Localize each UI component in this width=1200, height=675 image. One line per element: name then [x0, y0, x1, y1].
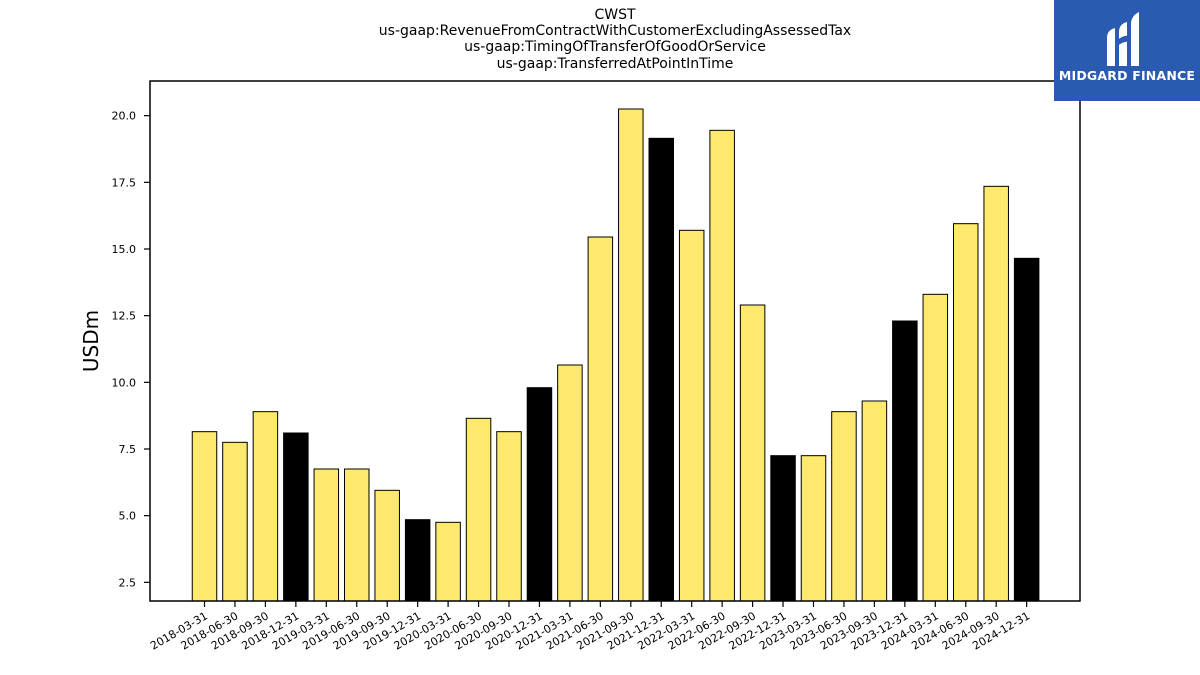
bar-2024-12-31 — [1013, 257, 1040, 602]
bar-2020-06-30 — [465, 417, 492, 602]
bar-2020-03-31 — [435, 521, 461, 602]
bars-group — [191, 108, 1040, 602]
x-axis: 2018-03-312018-06-302018-09-302018-12-31… — [148, 601, 1032, 653]
bar-2023-06-30 — [831, 411, 857, 602]
bar-2021-03-31 — [557, 364, 583, 602]
chart-subtitle-1: us-gaap:RevenueFromContractWithCustomerE… — [378, 23, 852, 39]
y-tick-label: 5.0 — [119, 510, 137, 523]
bar-2022-03-31 — [678, 229, 705, 602]
bar-2021-09-30 — [618, 108, 644, 602]
y-tick-label: 12.5 — [112, 310, 137, 323]
y-tick-label: 10.0 — [112, 376, 137, 389]
bar-2024-03-31 — [922, 293, 949, 602]
bar-2022-09-30 — [739, 304, 766, 602]
y-tick-label: 20.0 — [112, 110, 137, 123]
bar-2021-06-30 — [587, 236, 614, 602]
chart-subtitle-3: us-gaap:TransferredAtPointInTime — [496, 56, 734, 72]
y-tick-label: 7.5 — [119, 443, 137, 456]
bar-2024-09-30 — [983, 185, 1009, 602]
y-tick-label: 2.5 — [119, 576, 137, 589]
y-axis-label: USDm — [79, 310, 103, 372]
bar-2020-09-30 — [496, 431, 522, 602]
bar-2022-12-31 — [770, 455, 796, 602]
logo-mark-icon — [1107, 12, 1139, 66]
chart-subtitle-2: us-gaap:TimingOfTransferOfGoodOrService — [464, 39, 766, 55]
bar-2020-12-31 — [526, 387, 553, 602]
chart-title: CWST — [594, 7, 636, 23]
bar-2019-09-30 — [374, 489, 400, 602]
bar-2023-09-30 — [861, 400, 888, 602]
bar-2018-12-31 — [283, 432, 309, 602]
bar-2019-06-30 — [344, 468, 370, 602]
bar-2019-12-31 — [404, 519, 431, 602]
logo-text: MIDGARD FINANCE — [1058, 68, 1196, 83]
y-tick-label: 17.5 — [112, 176, 137, 189]
bar-2022-06-30 — [709, 129, 735, 602]
brand-logo: MIDGARD FINANCE — [1054, 0, 1200, 101]
bar-2018-03-31 — [191, 431, 218, 602]
bar-2023-03-31 — [800, 455, 827, 602]
bar-2023-12-31 — [892, 320, 918, 602]
bar-2018-09-30 — [252, 411, 279, 602]
y-tick-label: 15.0 — [112, 243, 137, 256]
bar-2024-06-30 — [953, 223, 979, 602]
y-axis: 2.5 5.0 7.5 10.0 12.5 15.0 17.5 20.0 — [112, 110, 150, 589]
bar-2019-03-31 — [313, 468, 340, 602]
bar-2021-12-31 — [648, 137, 674, 602]
plot-frame — [149, 80, 1081, 602]
bar-2018-06-30 — [222, 441, 248, 602]
